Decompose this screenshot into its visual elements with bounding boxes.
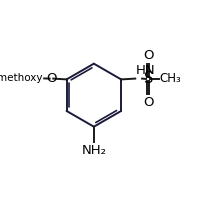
Text: O: O <box>142 96 153 109</box>
Text: O: O <box>46 72 57 85</box>
Text: O: O <box>142 49 153 62</box>
Text: CH₃: CH₃ <box>159 72 180 85</box>
Text: methoxy: methoxy <box>0 73 42 83</box>
Text: S: S <box>143 72 152 86</box>
Text: NH₂: NH₂ <box>81 144 106 157</box>
Text: HN: HN <box>135 64 155 77</box>
